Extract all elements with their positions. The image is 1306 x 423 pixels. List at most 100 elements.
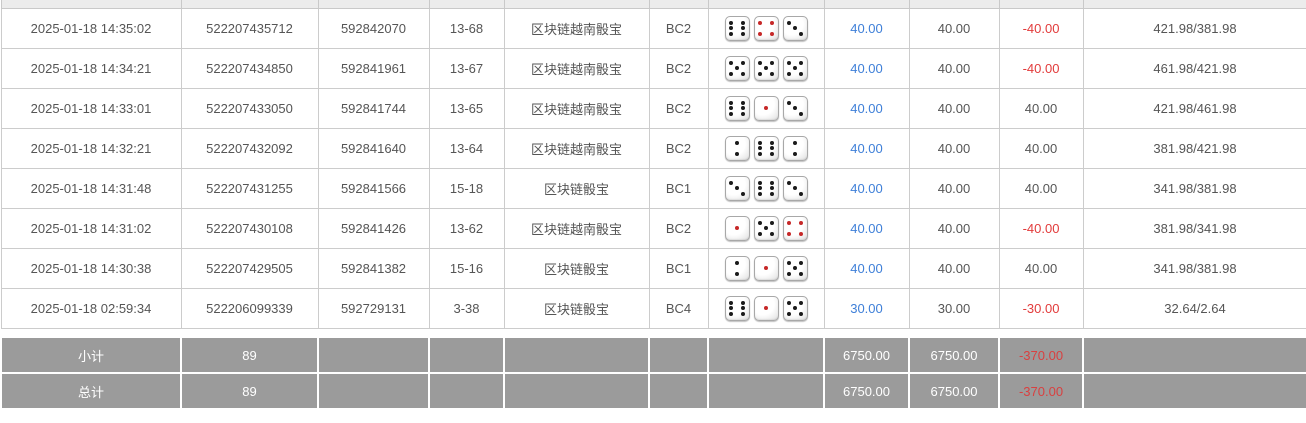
die-5-icon	[782, 56, 808, 81]
footer-valid-total-cell: 6750.00	[908, 372, 1000, 410]
die-pip	[798, 72, 803, 77]
table-row: 2025-01-18 14:34:21 522207434850 592841961…	[0, 48, 1306, 89]
dice-result-cell	[707, 248, 825, 289]
bet-amount-link[interactable]: 40.00	[823, 128, 910, 169]
game-name-cell: 区块链越南骰宝	[503, 8, 650, 49]
die-pip	[758, 32, 763, 37]
round-id-cell: 592841640	[317, 128, 430, 169]
bet-amount-link[interactable]: 40.00	[823, 248, 910, 289]
win-loss-cell: -30.00	[998, 288, 1084, 329]
die-pip	[798, 32, 803, 37]
die-pip	[758, 152, 763, 157]
table-row: 2025-01-18 14:31:02 522207430108 592841426…	[0, 208, 1306, 249]
time-cell: 2025-01-18 14:31:48	[0, 168, 182, 209]
die-pip	[740, 300, 745, 305]
die-pip	[769, 180, 774, 185]
footer-empty-cell	[648, 372, 709, 410]
bet-amount-link[interactable]: 30.00	[823, 288, 910, 329]
die-pip	[792, 106, 797, 111]
table-row: 2025-01-18 14:35:02 522207435712 592842070…	[0, 8, 1306, 49]
period-cell: 13-67	[428, 48, 505, 89]
table-code-cell: BC1	[648, 248, 709, 289]
die-pip	[763, 306, 768, 311]
valid-amount-cell: 40.00	[908, 88, 1000, 129]
footer-valid-total-cell: 6750.00	[908, 336, 1000, 374]
bet-amount-link[interactable]: 40.00	[823, 88, 910, 129]
die-pip	[729, 32, 734, 37]
die-pip	[740, 20, 745, 25]
die-pip	[792, 152, 797, 157]
die-pip	[792, 66, 797, 71]
die-pip	[734, 140, 739, 145]
die-pip	[769, 140, 774, 145]
balance-cell: 381.98/421.98	[1082, 128, 1306, 169]
table-row: 2025-01-18 14:30:38 522207429505 592841382…	[0, 248, 1306, 289]
bet-amount-link[interactable]: 40.00	[823, 48, 910, 89]
game-name-cell: 区块链越南骰宝	[503, 88, 650, 129]
round-id-cell: 592842070	[317, 8, 430, 49]
footer-bet-total-cell: 6750.00	[823, 336, 910, 374]
dice-result-cell	[707, 48, 825, 89]
dice-result-cell	[707, 168, 825, 209]
die-pip	[798, 272, 803, 277]
game-name-cell: 区块链越南骰宝	[503, 128, 650, 169]
footer-empty-cell	[707, 336, 825, 374]
footer-empty-cell	[1082, 336, 1306, 374]
balance-cell: 421.98/381.98	[1082, 8, 1306, 49]
footer-empty-cell	[317, 372, 430, 410]
die-6-icon	[724, 96, 750, 121]
die-pip	[769, 72, 774, 77]
clipped-row-cell	[1082, 0, 1306, 9]
clipped-row-cell	[823, 0, 910, 9]
die-pip	[763, 66, 768, 71]
die-6-icon	[724, 16, 750, 41]
dice-result-cell	[707, 288, 825, 329]
balance-cell: 32.64/2.64	[1082, 288, 1306, 329]
clipped-row-cell	[908, 0, 1000, 9]
clipped-row-cell	[428, 0, 505, 9]
footer-gap-cell	[1, 328, 1306, 337]
die-pip	[734, 152, 739, 157]
die-4-icon	[782, 216, 808, 241]
bet-amount-link[interactable]: 40.00	[823, 168, 910, 209]
table-row: 2025-01-18 14:32:21 522207432092 592841640…	[0, 128, 1306, 169]
round-id-cell: 592729131	[317, 288, 430, 329]
die-pip	[729, 300, 734, 305]
die-pip	[740, 106, 745, 111]
bet-id-cell: 522207434850	[180, 48, 319, 89]
die-pip	[758, 20, 763, 25]
clipped-row-cell	[503, 0, 650, 9]
valid-amount-cell: 40.00	[908, 208, 1000, 249]
die-pip	[758, 220, 763, 225]
bet-id-cell: 522207430108	[180, 208, 319, 249]
die-5-icon	[753, 216, 779, 241]
die-pip	[763, 226, 768, 231]
die-5-icon	[782, 256, 808, 281]
die-pip	[798, 300, 803, 305]
die-pip	[787, 232, 792, 237]
win-loss-cell: -40.00	[998, 208, 1084, 249]
bet-amount-link[interactable]: 40.00	[823, 208, 910, 249]
die-pip	[792, 266, 797, 271]
win-loss-cell: -40.00	[998, 48, 1084, 89]
die-pip	[769, 232, 774, 237]
bet-amount-link[interactable]: 40.00	[823, 8, 910, 49]
footer-empty-cell	[707, 372, 825, 410]
round-id-cell: 592841382	[317, 248, 430, 289]
die-4-icon	[753, 16, 779, 41]
valid-amount-cell: 40.00	[908, 8, 1000, 49]
die-2-icon	[782, 136, 808, 161]
die-pip	[740, 306, 745, 311]
time-cell: 2025-01-18 02:59:34	[0, 288, 182, 329]
die-5-icon	[753, 56, 779, 81]
balance-cell: 381.98/341.98	[1082, 208, 1306, 249]
die-3-icon	[724, 176, 750, 201]
die-pip	[792, 306, 797, 311]
win-loss-cell: 40.00	[998, 88, 1084, 129]
round-id-cell: 592841961	[317, 48, 430, 89]
win-loss-cell: 40.00	[998, 248, 1084, 289]
die-6-icon	[724, 296, 750, 321]
clipped-row-cell	[998, 0, 1084, 9]
die-pip	[763, 106, 768, 111]
die-pip	[729, 26, 734, 31]
